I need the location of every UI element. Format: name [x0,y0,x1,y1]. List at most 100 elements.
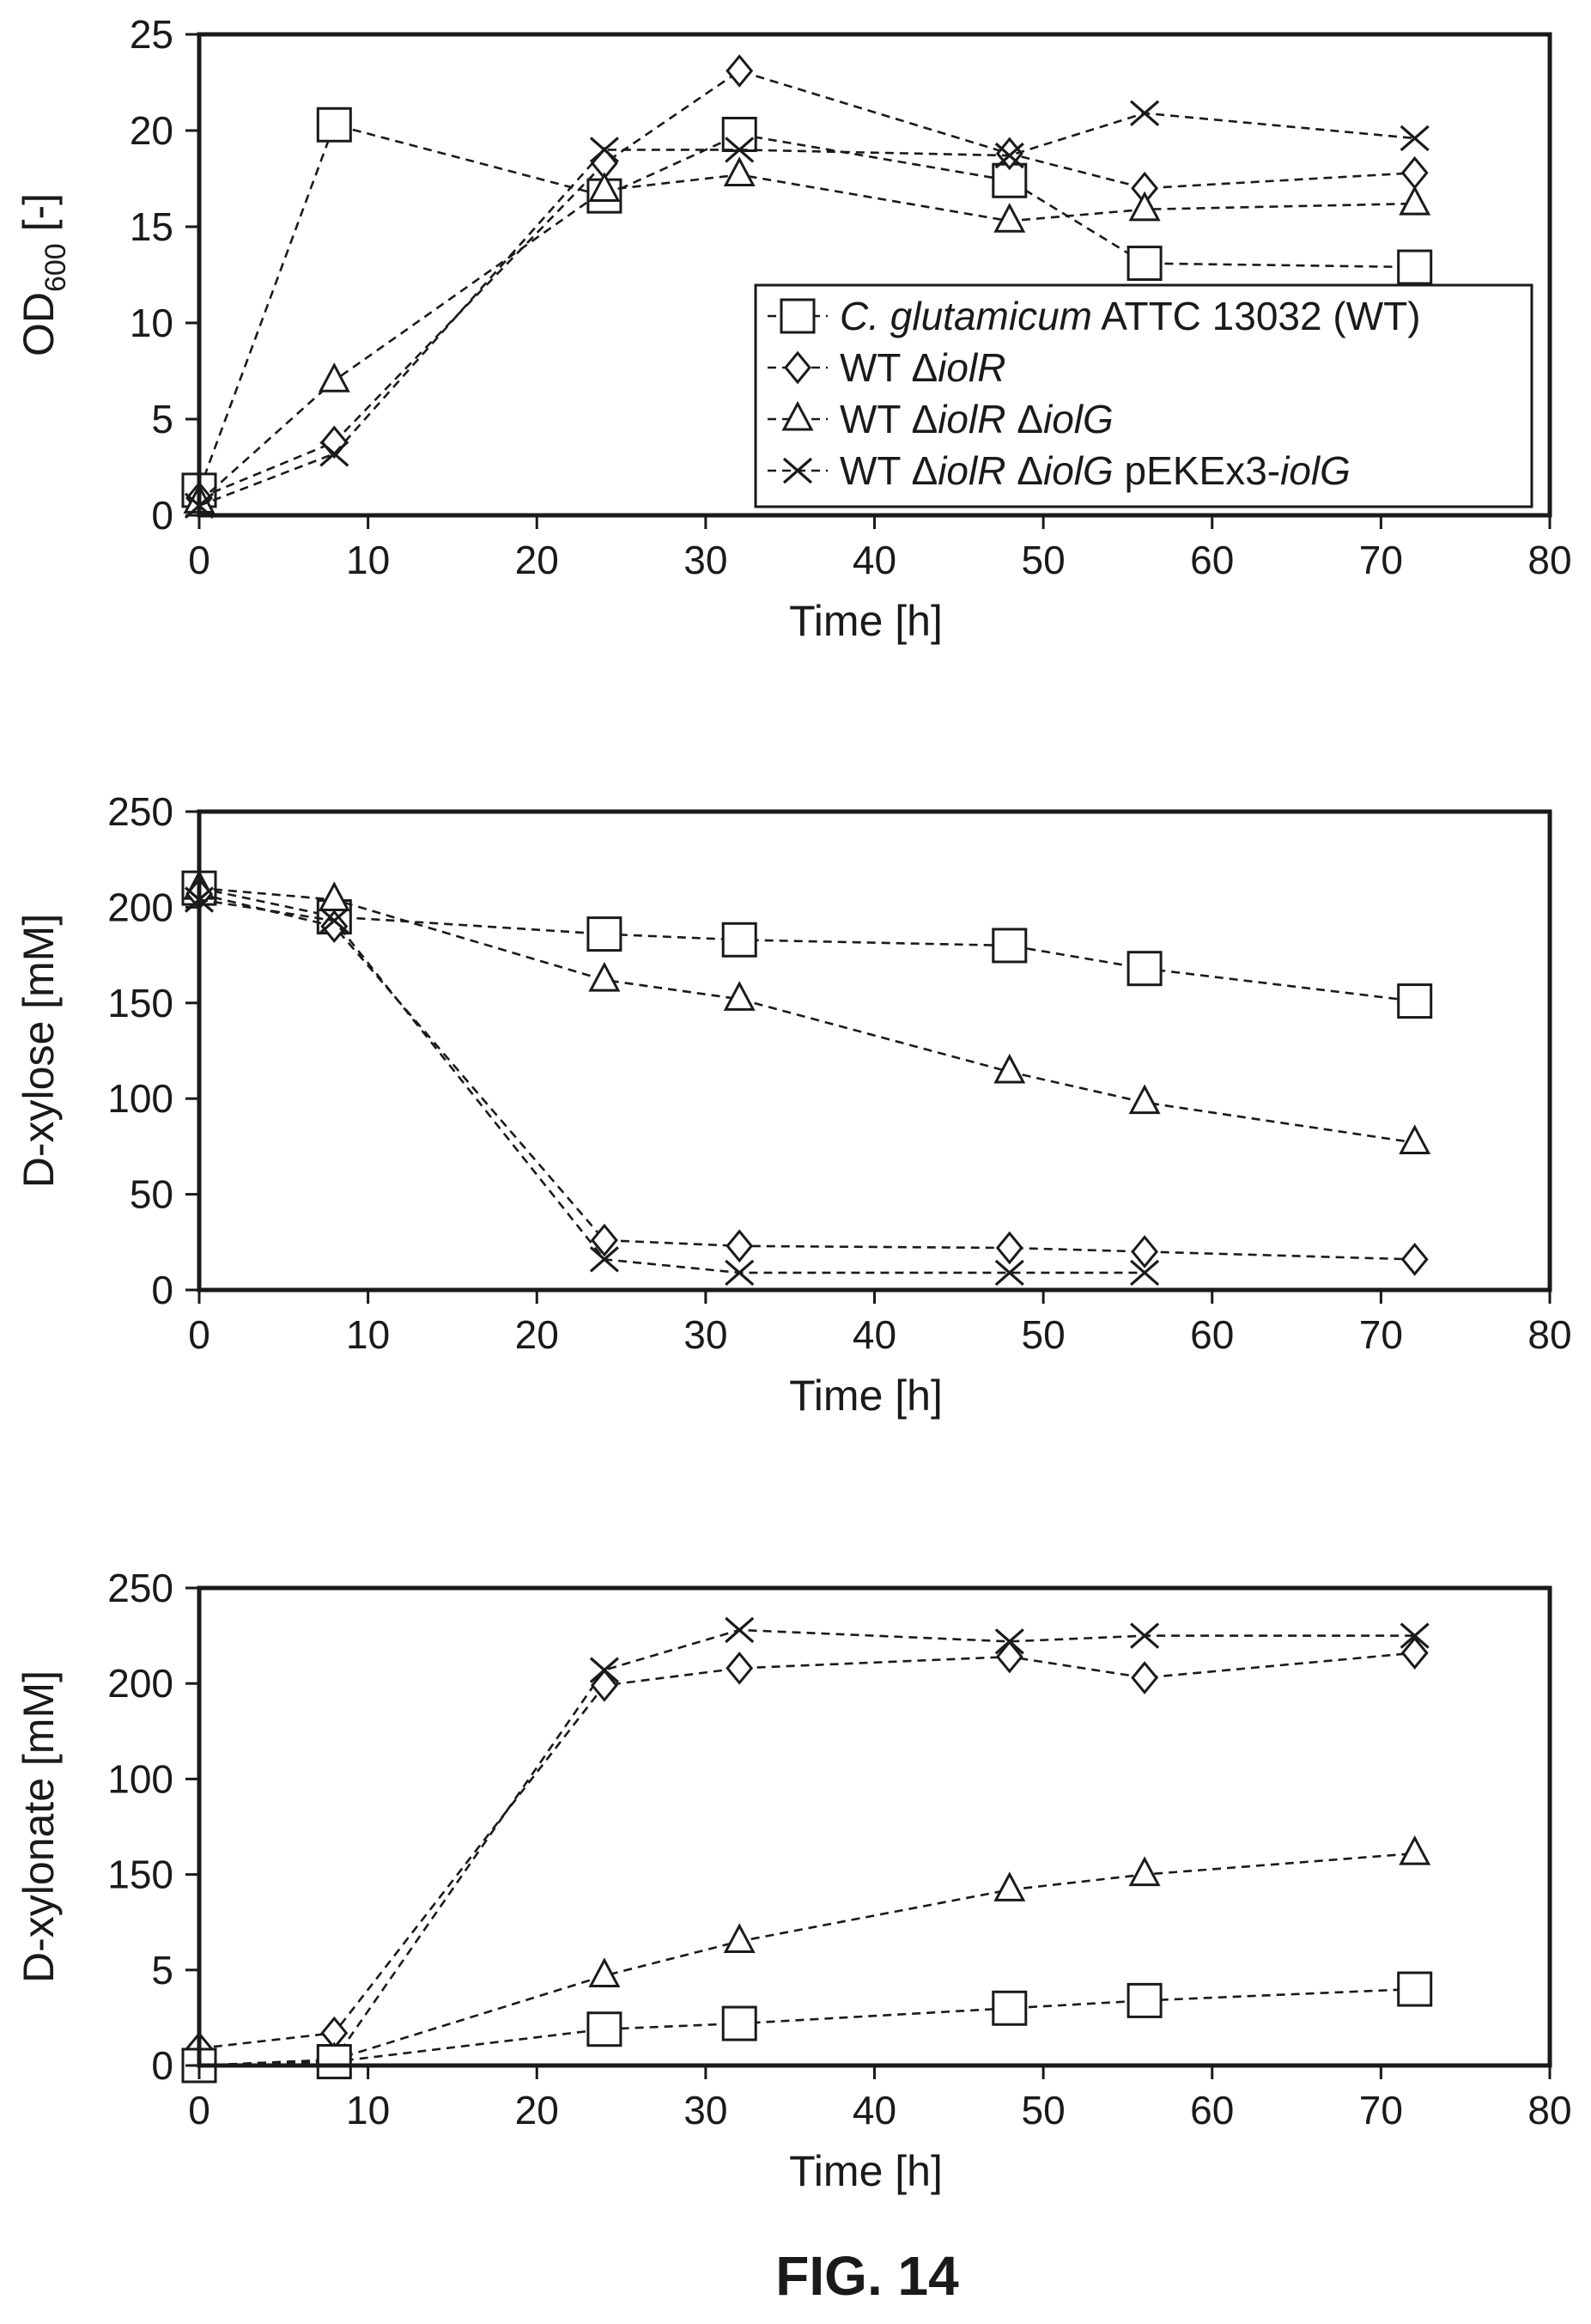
data-point-triangle [993,1871,1026,1901]
data-point-square [992,1990,1028,2026]
y-tick-label: 0 [151,1268,173,1312]
data-point-x [1130,1259,1160,1287]
data-point-triangle [1128,1856,1161,1887]
series-x [184,100,1430,520]
series-line-triangle [198,886,1415,1144]
plot-frame [197,1585,1552,2068]
data-point-triangle [1399,1834,1431,1865]
data-point-diamond [726,1652,754,1685]
x-tick-label: 0 [188,538,210,582]
series-square [181,870,1433,1019]
x-tick-label: 10 [346,1312,390,1357]
data-point-diamond [995,1640,1023,1674]
data-point-diamond [590,1669,618,1702]
data-point-triangle [1128,1084,1161,1115]
data-point-square [1126,1982,1163,2018]
data-point-diamond [590,1223,618,1257]
data-point-square [721,922,757,958]
chart-panel-2: 0 10 20 30 40 50 60 70 80 0 50 100 150 200 250 Time [h]… [15,789,1572,1420]
y-tick-label: 150 [107,1853,173,1897]
x-tick-label: 50 [1022,2088,1066,2132]
y-tick-label: 200 [107,885,173,929]
x-tick-label: 50 [1022,1312,1066,1357]
x-axis-title: Time [h] [789,2147,943,2195]
data-point-diamond [1400,1242,1429,1276]
data-point-diamond [1400,1636,1429,1670]
y-tick-label: 0 [151,493,173,538]
plot-frame [197,809,1552,1293]
legend-entry-triangle: WT ΔiolR ΔiolG [768,397,1114,441]
data-point-triangle [993,1053,1026,1084]
x-tick-label: 30 [683,1312,727,1357]
series-triangle [183,869,1431,1154]
legend-entry-diamond: WT ΔiolR [768,345,1005,390]
data-point-x [1400,1622,1430,1649]
data-point-triangle [318,881,350,911]
x-tick-label: 40 [853,2088,896,2132]
chart-panel-3: 0 10 20 30 40 50 60 70 80 0 5 150 100 200 250 Time [h] D… [15,1566,1572,2195]
y-tick-label: 50 [130,1172,173,1217]
x-tick-label: 70 [1359,2088,1403,2132]
legend-marker-x [782,457,813,484]
data-point-square [316,2044,352,2080]
data-point-square [1397,249,1433,285]
series-line-triangle [198,1852,1415,2067]
x-tick-label: 60 [1190,538,1234,582]
series-line-diamond [198,1652,1415,2050]
y-tick-label: 25 [130,12,173,57]
data-point-square [992,928,1028,964]
data-point-triangle [723,981,756,1011]
legend-box [754,283,1533,508]
x-tick-label: 50 [1022,538,1066,582]
data-point-square [1397,1971,1433,2007]
x-tick-label: 20 [515,2088,559,2132]
x-tick-label: 60 [1190,2088,1234,2132]
data-point-diamond [1131,1235,1159,1268]
x-tick-label: 70 [1359,1312,1403,1357]
x-tick-label: 70 [1359,538,1403,582]
y-tick-label: 10 [130,301,173,345]
legend-label: WT ΔiolR [840,345,1005,390]
data-point-x [1400,125,1430,152]
y-axis-title: D-xylose [mM] [15,914,63,1188]
data-point-diamond [1131,1661,1159,1694]
legend-marker-triangle [781,400,814,431]
y-tick-label: 20 [130,108,173,153]
series-line-square [198,886,1415,1002]
series-diamond [185,1636,1429,2065]
data-point-x [994,1259,1024,1287]
x-tick-label: 0 [188,1312,210,1357]
data-point-triangle [588,1957,621,1987]
data-point-triangle [993,203,1026,233]
legend: C. glutamicum ATTC 13032 (WT) WT ΔiolR WT … [754,283,1533,508]
x-tick-label: 10 [346,538,390,582]
series-line-x [198,898,1145,1275]
data-point-triangle [723,1923,756,1953]
data-point-square [721,116,757,152]
data-point-square [1126,951,1163,987]
y-axis-title: OD600 [-] [15,193,72,356]
series-line-x [198,1628,1415,2067]
data-point-x [725,1616,755,1644]
data-point-square [586,916,622,952]
data-point-x [1130,100,1160,127]
x-tick-label: 80 [1527,2088,1571,2132]
data-point-x [319,907,349,934]
data-point-x [1130,1622,1160,1649]
data-point-triangle [588,961,621,992]
x-tick-label: 30 [683,2088,727,2132]
series-line-square [198,1987,1415,2067]
y-tick-label: 0 [151,2043,173,2088]
y-axis-title: D-xylonate [mM] [15,1670,63,1983]
x-axis-title: Time [h] [789,597,943,645]
x-tick-label: 40 [853,1312,896,1357]
data-point-triangle [1399,185,1431,216]
data-point-triangle [1128,191,1161,222]
y-tick-label: 150 [107,981,173,1025]
x-tick-label: 0 [188,2088,210,2132]
data-point-x [589,1246,619,1273]
data-point-triangle [1399,1124,1431,1154]
x-tick-label: 20 [515,1312,559,1357]
